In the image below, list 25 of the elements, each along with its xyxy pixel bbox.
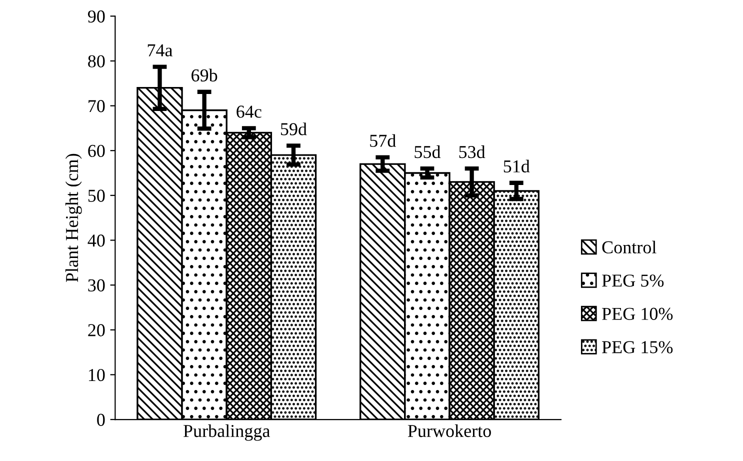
y-tick-label: 0 (97, 414, 105, 426)
y-tick-label: 40 (88, 234, 105, 247)
data-label: 57d (370, 134, 396, 147)
y-tick-label: 70 (88, 100, 105, 112)
data-label: 53d (459, 145, 486, 158)
legend-label: PEG 5% (602, 274, 664, 287)
data-label: 59d (280, 122, 307, 136)
data-label: 69b (192, 68, 218, 82)
data-label: 74a (148, 44, 173, 56)
data-label: 64c (236, 106, 262, 118)
x-tick-label: Purwokerto (408, 424, 491, 438)
y-tick-label: 50 (88, 190, 105, 202)
data-label: 55d (414, 145, 441, 158)
y-tick-label: 30 (88, 279, 105, 292)
legend-label: PEG 10% (602, 308, 673, 320)
legend-label: Control (602, 240, 656, 254)
x-tick-label: Purbalingga (184, 424, 270, 441)
y-tick-label: 80 (88, 55, 105, 68)
y-tick-label: 20 (88, 324, 105, 336)
y-axis-title: Plant Height (cm) (65, 154, 82, 282)
legend-label: PEG 15% (602, 341, 673, 354)
y-tick-label: 90 (88, 10, 105, 23)
y-tick-label: 60 (88, 144, 105, 158)
y-tick-label: 10 (88, 368, 105, 382)
data-label: 51d (504, 160, 530, 172)
